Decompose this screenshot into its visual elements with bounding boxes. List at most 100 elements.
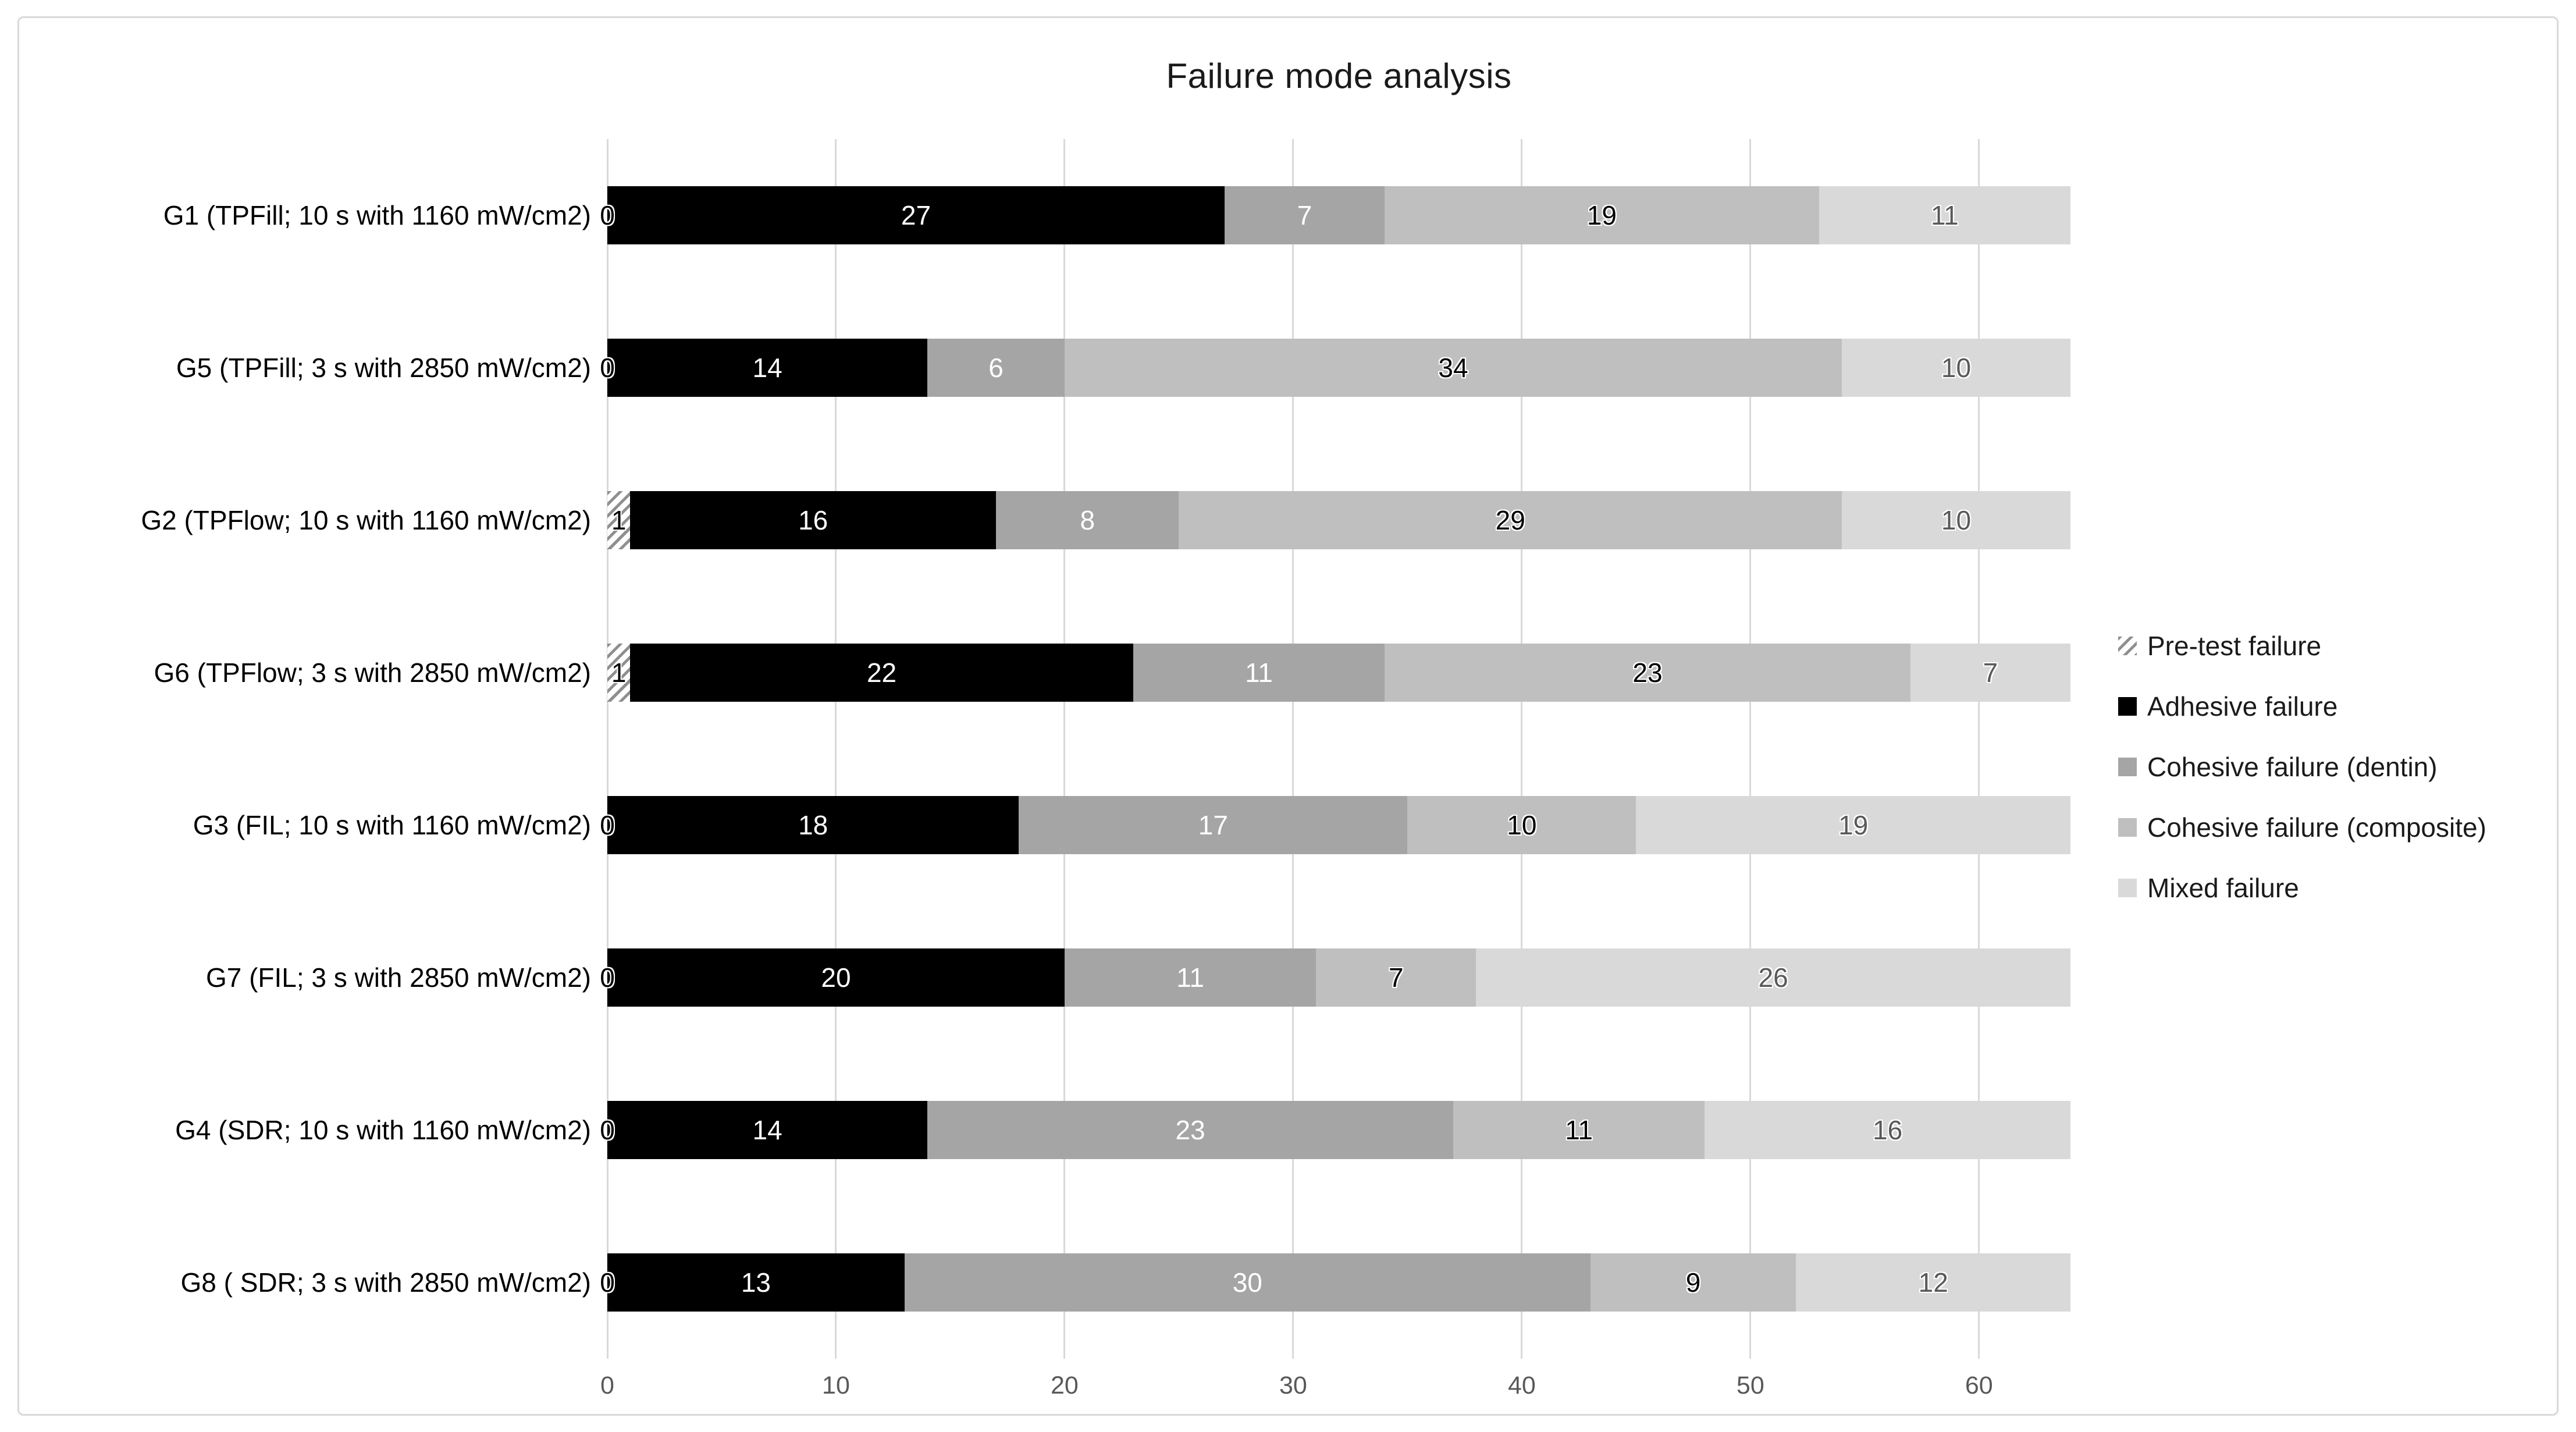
- category-label: G2 (TPFlow; 10 s with 1160 mW/cm2): [141, 505, 591, 535]
- bar-segment-pretest: [607, 644, 631, 702]
- bar-segment: 14: [607, 1101, 928, 1159]
- gridline: [1521, 139, 1523, 1359]
- bar-segment-pretest: [607, 491, 631, 549]
- category-label: G6 (TPFlow; 3 s with 2850 mW/cm2): [154, 658, 592, 688]
- bar-segment: 11: [1819, 186, 2070, 244]
- bar-segment: 13: [607, 1253, 905, 1312]
- bar-segment: 16: [630, 491, 997, 549]
- bar-segment: 26: [1476, 948, 2070, 1007]
- segment-label: 34: [1438, 353, 1468, 383]
- segment-label: 11: [1176, 962, 1204, 993]
- segment-label: 11: [1565, 1115, 1593, 1145]
- category-label: G8 ( SDR; 3 s with 2850 mW/cm2): [180, 1267, 592, 1298]
- segment-label: 13: [741, 1267, 771, 1298]
- segment-label: 23: [1632, 658, 1663, 688]
- segment-label-pretest: 0: [600, 810, 615, 840]
- bar-row: 0 14 23 11 16: [600, 1101, 2070, 1159]
- category-label: G7 (FIL; 3 s with 2850 mW/cm2): [205, 962, 591, 993]
- legend-swatch-icon: [2118, 818, 2137, 837]
- segment-label: 29: [1495, 505, 1525, 535]
- bar-segment: 30: [904, 1253, 1591, 1312]
- category-label: G5 (TPFill; 3 s with 2850 mW/cm2): [176, 353, 591, 383]
- gridline: [1063, 139, 1066, 1359]
- bar-segment: 23: [927, 1101, 1453, 1159]
- legend-item: Adhesive failure: [2118, 688, 2337, 725]
- segment-label: 16: [798, 505, 828, 535]
- x-tick-label: 10: [822, 1371, 850, 1399]
- x-tick-label: 30: [1279, 1371, 1307, 1399]
- segment-label: 8: [1080, 505, 1095, 535]
- legend-item: Pre-test failure: [2118, 627, 2321, 665]
- bar-segment: 17: [1019, 796, 1408, 854]
- segment-label: 27: [901, 200, 931, 230]
- x-tick-label: 50: [1736, 1371, 1764, 1399]
- segment-label: 14: [752, 353, 782, 383]
- segment-label-pretest: 0: [600, 353, 615, 383]
- x-tick-label: 60: [1965, 1371, 1993, 1399]
- legend-swatch-icon: [2118, 758, 2137, 776]
- bar-segment: 20: [607, 948, 1065, 1007]
- legend-label: Pre-test failure: [2147, 631, 2322, 661]
- bar-segment: 22: [630, 644, 1133, 702]
- x-tick-label: 40: [1507, 1371, 1536, 1399]
- segment-label-pretest: 1: [611, 658, 627, 688]
- bar-segment: 11: [1133, 644, 1385, 702]
- plot-area: 0 27 7 19 11 0 14 6 34 10 1 16 8 29 10 1 22 11 23 7 0 18 17 10 1…: [600, 139, 2070, 1359]
- bar-segment: 7: [1225, 186, 1385, 244]
- legend-item: Cohesive failure (dentin): [2118, 748, 2438, 786]
- segment-label: 6: [988, 353, 1004, 383]
- segment-label: 10: [1941, 353, 1972, 383]
- bar-segment: 7: [1910, 644, 2070, 702]
- x-tick-label: 20: [1051, 1371, 1079, 1399]
- segment-label: 10: [1507, 810, 1537, 840]
- legend-label: Mixed failure: [2147, 873, 2299, 903]
- segment-label: 14: [752, 1115, 782, 1145]
- bar-row: 0 13 30 9 12: [600, 1253, 2070, 1312]
- bar-segment: 19: [1385, 186, 1819, 244]
- segment-label: 11: [1930, 200, 1959, 230]
- bar-segment: 10: [1407, 796, 1636, 854]
- segment-label: 18: [798, 810, 828, 840]
- segment-label-pretest: 0: [600, 962, 615, 993]
- category-label: G4 (SDR; 10 s with 1160 mW/cm2): [175, 1115, 591, 1145]
- bar-segment: 7: [1316, 948, 1476, 1007]
- legend-item: Cohesive failure (composite): [2118, 809, 2486, 846]
- segment-label: 22: [866, 658, 897, 688]
- gridline: [606, 139, 609, 1359]
- bar-segment: 9: [1590, 1253, 1796, 1312]
- segment-label: 26: [1758, 962, 1788, 993]
- bar-segment: 23: [1385, 644, 1910, 702]
- legend-label: Cohesive failure (composite): [2147, 812, 2486, 843]
- bar-segment: 27: [607, 186, 1225, 244]
- segment-label: 30: [1232, 1267, 1262, 1298]
- segment-label: 20: [821, 962, 851, 993]
- bar-segment: 12: [1796, 1253, 2070, 1312]
- gridline: [1749, 139, 1752, 1359]
- segment-label: 12: [1918, 1267, 1948, 1298]
- gridline: [1292, 139, 1294, 1359]
- gridline: [1978, 139, 1980, 1359]
- bar-segment: 14: [607, 339, 928, 397]
- bar-segment: 11: [1453, 1101, 1705, 1159]
- bar-row: 0 14 6 34 10: [600, 339, 2070, 397]
- bar-row: 1 22 11 23 7: [607, 644, 2070, 702]
- segment-label: 7: [1983, 658, 1998, 688]
- bar-segment: 8: [996, 491, 1179, 549]
- bar-segment: 18: [607, 796, 1019, 854]
- gridline: [835, 139, 837, 1359]
- bar-segment: 10: [1842, 491, 2070, 549]
- segment-label: 23: [1175, 1115, 1205, 1145]
- segment-label-pretest: 0: [600, 200, 615, 230]
- segment-label: 17: [1198, 810, 1228, 840]
- bar-segment: 34: [1064, 339, 1842, 397]
- bar-segment: 19: [1636, 796, 2070, 854]
- segment-label-pretest: 0: [600, 1267, 615, 1298]
- segment-label: 19: [1838, 810, 1869, 840]
- segment-label: 10: [1941, 505, 1972, 535]
- legend-swatch-icon: [2118, 637, 2137, 655]
- segment-label: 19: [1586, 200, 1617, 230]
- bar-segment: 10: [1842, 339, 2070, 397]
- legend-item: Mixed failure: [2118, 869, 2299, 907]
- segment-label: 16: [1873, 1115, 1903, 1145]
- x-tick-label: 0: [600, 1371, 614, 1399]
